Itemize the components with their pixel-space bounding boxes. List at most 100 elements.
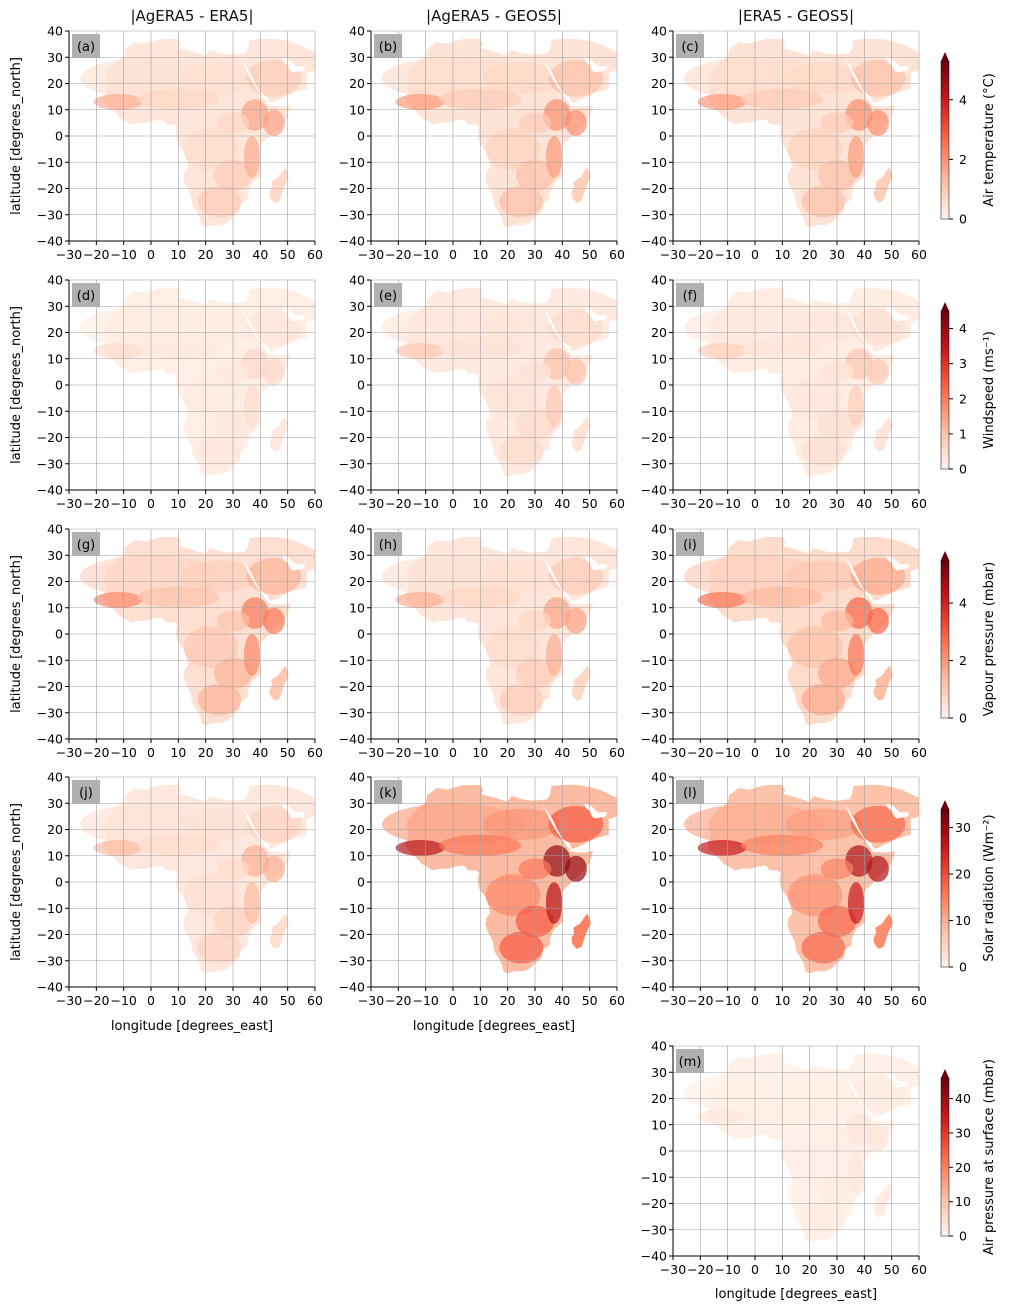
y-tick-label: −40 <box>37 483 63 498</box>
panel-label-box <box>374 283 402 307</box>
x-tick-label: −10 <box>110 745 136 760</box>
x-tick-label: 10 <box>472 247 488 262</box>
y-tick-label: −40 <box>37 234 63 249</box>
y-tick-label: 30 <box>349 50 365 65</box>
x-tick-label: −20 <box>83 745 109 760</box>
y-tick-label: 30 <box>47 796 63 811</box>
madagascar-landmass <box>873 167 893 203</box>
y-tick-label: −40 <box>339 732 365 747</box>
y-tick-label: −40 <box>641 980 667 995</box>
x-tick-label: 20 <box>802 496 818 511</box>
y-tick-label: 20 <box>349 76 365 91</box>
x-axis-label-col2: longitude [degrees_east] <box>413 1019 575 1034</box>
colorbar-3: 0 2 4 Vapour pressure (mbar) <box>940 551 997 726</box>
x-tick-label: 20 <box>802 993 818 1008</box>
x-tick-label: −10 <box>412 247 438 262</box>
colorbar-tick-label: 1 <box>959 426 967 441</box>
colorbar-label: Solar radiation (Wm⁻²) <box>982 814 997 961</box>
y-tick-label: 40 <box>349 273 365 288</box>
panel-label: (h) <box>379 538 397 553</box>
x-tick-label: 40 <box>856 993 872 1008</box>
y-tick-label: −20 <box>339 679 365 694</box>
panel-label-box <box>72 780 100 804</box>
colorbar-tick-label: 0 <box>959 711 967 726</box>
y-tick-label: 0 <box>659 129 667 144</box>
x-tick-label: −10 <box>110 993 136 1008</box>
y-tick-label: −10 <box>339 653 365 668</box>
panel-label-box <box>676 34 704 58</box>
x-tick-label: 0 <box>751 993 759 1008</box>
panel-label: (l) <box>683 786 697 801</box>
y-tick-label: 0 <box>55 129 63 144</box>
y-tick-label: −10 <box>641 901 667 916</box>
panel-label-box <box>676 283 704 307</box>
y-tick-label: −40 <box>37 980 63 995</box>
x-tick-label: 10 <box>170 496 186 511</box>
y-tick-label: −20 <box>37 679 63 694</box>
colorbar-tick-label: 2 <box>959 653 967 668</box>
x-tick-label: 10 <box>170 745 186 760</box>
y-tick-label: −30 <box>37 705 63 720</box>
x-tick-label: −10 <box>714 993 740 1008</box>
colorbar-tick-label: 0 <box>959 1229 967 1244</box>
x-tick-label: −30 <box>660 247 686 262</box>
madagascar-landmass <box>571 167 591 203</box>
x-tick-label: 50 <box>582 247 598 262</box>
colorbar-tick-label: 3 <box>959 356 967 371</box>
colorbar-4: 0 10 20 30 Solar radiation (Wm⁻²) <box>940 800 997 975</box>
colorbar-tick-label: 4 <box>959 321 967 336</box>
y-tick-label: 30 <box>651 548 667 563</box>
y-tick-label: 30 <box>651 299 667 314</box>
x-tick-label: 50 <box>884 993 900 1008</box>
y-tick-label: −10 <box>339 155 365 170</box>
y-tick-label: 20 <box>47 325 63 340</box>
y-tick-label: −20 <box>641 1196 667 1211</box>
y-tick-label: 0 <box>357 378 365 393</box>
x-tick-label: 20 <box>198 745 214 760</box>
x-tick-label: 10 <box>774 247 790 262</box>
x-tick-label: −30 <box>358 993 384 1008</box>
y-tick-label: −30 <box>37 953 63 968</box>
y-tick-label: 30 <box>47 50 63 65</box>
panel-label: (a) <box>77 40 95 55</box>
y-tick-label: 10 <box>349 351 365 366</box>
x-tick-label: 60 <box>609 993 625 1008</box>
x-tick-label: −20 <box>687 745 713 760</box>
colorbar-extend-arrow <box>941 551 949 560</box>
x-tick-label: 0 <box>751 1262 759 1277</box>
colorbars: 0 2 4 Air temperature (°C) 0 1 2 3 4 Windspeed (m… <box>940 52 997 1255</box>
x-tick-label: 0 <box>449 247 457 262</box>
x-tick-label: 60 <box>307 745 323 760</box>
x-tick-label: 30 <box>225 993 241 1008</box>
panel-label-box <box>676 1049 704 1073</box>
x-tick-label: −10 <box>714 1262 740 1277</box>
x-tick-label: 10 <box>774 745 790 760</box>
colorbar-extend-arrow <box>941 1069 949 1078</box>
panel-label: (k) <box>379 786 397 801</box>
colorbar-5: 0 10 20 30 40 Air pressure at surface (mbar) <box>940 1059 997 1255</box>
x-tick-label: 40 <box>554 247 570 262</box>
y-tick-label: −30 <box>641 207 667 222</box>
colorbar-gradient <box>940 310 950 470</box>
x-tick-label: −10 <box>412 496 438 511</box>
x-tick-label: 20 <box>802 247 818 262</box>
y-tick-label: −40 <box>37 732 63 747</box>
x-tick-label: 20 <box>500 496 516 511</box>
y-tick-label: 0 <box>659 378 667 393</box>
y-tick-label: −10 <box>37 653 63 668</box>
y-tick-label: −20 <box>641 430 667 445</box>
x-tick-label: −10 <box>714 745 740 760</box>
x-tick-label: 20 <box>500 745 516 760</box>
x-tick-label: −20 <box>385 745 411 760</box>
y-tick-label: −40 <box>641 234 667 249</box>
x-tick-label: 30 <box>225 496 241 511</box>
y-tick-label: −30 <box>37 456 63 471</box>
y-tick-label: −20 <box>37 181 63 196</box>
